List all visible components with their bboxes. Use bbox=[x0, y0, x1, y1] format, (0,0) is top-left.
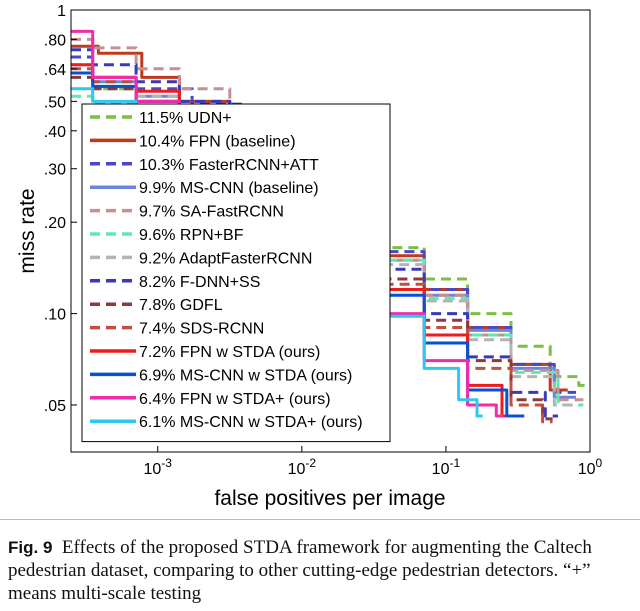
x-tick-label: 10-1 bbox=[432, 456, 461, 478]
legend-entry-label: 7.4% SDS-RCNN bbox=[139, 321, 264, 338]
y-tick-label: .80 bbox=[44, 32, 66, 49]
x-axis-label: false positives per image bbox=[214, 487, 445, 510]
legend-entry-label: 6.1% MS-CNN w STDA+ (ours) bbox=[139, 414, 363, 431]
caption-label: Fig. 9 bbox=[8, 538, 53, 557]
ticks-layer: 10-3 10-2 10-1 100 1 .80 .64 .50 .40 .30 .20 .10 .05 bbox=[44, 3, 603, 478]
legend-entry-label: 9.7% SA-FastRCNN bbox=[139, 204, 284, 221]
legend-entry-label: 11.5% UDN+ bbox=[139, 110, 232, 127]
y-tick-label: 1 bbox=[57, 3, 66, 20]
y-tick-label: .64 bbox=[44, 62, 66, 79]
legend-entry-label: 6.4% FPN w STDA+ (ours) bbox=[139, 391, 331, 408]
legend-entry-label: 10.4% FPN (baseline) bbox=[139, 133, 296, 150]
legend-entry-label: 7.2% FPN w STDA (ours) bbox=[139, 344, 320, 361]
legend-entry-label: 8.2% F-DNN+SS bbox=[139, 274, 260, 291]
y-tick-label: .30 bbox=[44, 162, 66, 179]
x-tick-label: 100 bbox=[578, 456, 603, 478]
legend-entry-label: 9.9% MS-CNN (baseline) bbox=[139, 180, 319, 197]
series-line-10 bbox=[71, 67, 553, 424]
y-axis-label: miss rate bbox=[16, 188, 39, 273]
x-tick-label: 10-2 bbox=[288, 456, 317, 478]
y-tick-label: .50 bbox=[44, 94, 66, 111]
legend-box bbox=[81, 103, 391, 443]
y-tick-label: .05 bbox=[44, 398, 66, 415]
legend-entry-label: 9.6% RPN+BF bbox=[139, 227, 244, 244]
legend: 11.5% UDN+ 10.4% FPN (baseline) 10.3% Fast… bbox=[81, 103, 391, 443]
legend-entry-label: 6.9% MS-CNN w STDA (ours) bbox=[139, 367, 352, 384]
roc-chart: 10-3 10-2 10-1 100 1 .80 .64 .50 .40 .30 .20 .10 .05… bbox=[16, 3, 603, 510]
y-tick-label: .10 bbox=[44, 307, 66, 324]
y-tick-label: .20 bbox=[44, 215, 66, 232]
figure-caption: Fig. 9 Effects of the proposed STDA fram… bbox=[8, 536, 628, 605]
y-tick-label: .40 bbox=[44, 124, 66, 141]
caption-divider bbox=[0, 519, 640, 520]
legend-entry-label: 9.2% AdaptFasterRCNN bbox=[139, 250, 312, 267]
legend-entry-label: 7.8% GDFL bbox=[139, 297, 223, 314]
x-tick-label: 10-3 bbox=[144, 456, 173, 478]
plot-frame bbox=[70, 9, 591, 453]
caption-text: Effects of the proposed STDA framework f… bbox=[8, 537, 592, 604]
legend-entry-label: 10.3% FasterRCNN+ATT bbox=[139, 157, 319, 174]
